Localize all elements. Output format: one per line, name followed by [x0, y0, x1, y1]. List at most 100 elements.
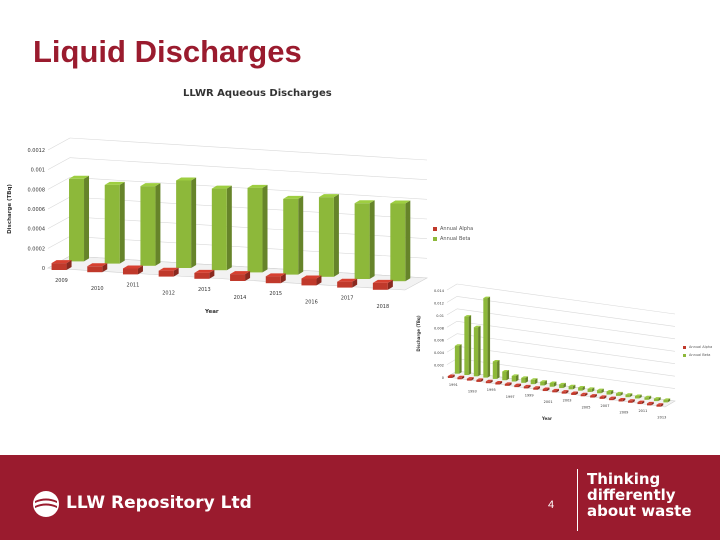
inset-x-tick-label: 1995 — [487, 388, 496, 392]
inset-bar-beta — [454, 344, 462, 374]
main-grid-side — [47, 177, 71, 190]
main-y-tick-label: 0.0006 — [28, 207, 46, 213]
inset-bar-alpha — [580, 392, 588, 397]
main-x-tick-label: 2012 — [162, 291, 175, 297]
inset-gridline — [456, 333, 676, 365]
tagline-line-3: about waste — [587, 502, 692, 520]
inset-x-tick-label: 1991 — [449, 383, 458, 387]
inset-grid-side — [446, 283, 458, 291]
inset-x-tick-label: 2003 — [563, 399, 572, 403]
inset-bar-alpha — [561, 390, 569, 394]
inset-x-tick-label: 2007 — [601, 404, 610, 408]
inset-bar-alpha — [504, 382, 512, 386]
main-grid-side — [47, 196, 71, 210]
inset-bar-alpha — [495, 381, 503, 385]
main-x-tick-label: 2011 — [127, 282, 140, 288]
main-y-tick-label: 0.0008 — [28, 187, 46, 193]
inset-bar-alpha — [466, 377, 474, 381]
inset-x-tick-label: 2009 — [620, 410, 629, 414]
inset-y-tick-label: 0.006 — [434, 339, 444, 343]
main-y-tick-label: 0.0004 — [28, 227, 46, 233]
main-bar-alpha — [230, 271, 251, 281]
inset-bar-beta — [502, 370, 510, 381]
inset-y-tick-label: 0.004 — [434, 351, 445, 355]
inset-bar-beta — [616, 391, 623, 396]
inset-y-axis-title: Discharge (TBq) — [416, 315, 421, 351]
inset-bar-beta — [597, 388, 604, 394]
inset-legend-label: Annual Beta — [689, 353, 710, 357]
main-gridline — [69, 137, 428, 161]
inset-grid-side — [446, 333, 458, 340]
main-grid-side — [47, 236, 71, 249]
inset-x-tick-label: 2011 — [638, 409, 647, 413]
inset-bar-alpha — [628, 399, 635, 403]
inset-bar-alpha — [618, 397, 626, 402]
main-bar-beta — [104, 181, 125, 264]
main-legend-swatch — [433, 227, 437, 231]
inset-bar-beta — [549, 381, 557, 387]
footer-bar: LLW Repository Ltd 4 Thinking differentl… — [0, 455, 720, 540]
inset-bar-alpha — [476, 378, 484, 382]
inset-x-axis-title: Year — [541, 416, 552, 421]
company-logo-text: LLW Repository Ltd — [66, 493, 252, 513]
inset-bar-beta — [483, 296, 491, 378]
inset-y-tick-label: 0.002 — [434, 364, 444, 368]
inset-gridline — [456, 296, 676, 327]
inset-x-tick-label: 1997 — [506, 395, 515, 399]
inset-bar-beta — [464, 315, 472, 376]
main-legend-label: Annual Alpha — [440, 226, 473, 232]
main-gridline — [69, 157, 428, 180]
inset-bar-alpha — [646, 401, 654, 406]
main-bar-alpha — [301, 275, 322, 286]
inset-bar-alpha — [523, 384, 531, 389]
main-x-tick-label: 2009 — [55, 278, 68, 284]
tagline: Thinking differently about waste — [587, 471, 692, 519]
inset-bar-beta — [568, 384, 576, 390]
main-grid-side — [47, 137, 71, 151]
main-y-tick-label: 0.001 — [31, 168, 45, 174]
main-y-axis-title: Discharge (TBq) — [7, 184, 13, 234]
inset-bar-alpha — [599, 395, 607, 399]
inset-bar-beta — [606, 389, 614, 395]
main-legend-swatch — [433, 237, 437, 241]
main-bar-beta — [140, 183, 161, 266]
inset-legend-swatch — [683, 346, 686, 349]
main-x-tick-label: 2016 — [305, 299, 318, 305]
inset-bar-beta — [492, 360, 500, 379]
main-x-axis-title: Year — [204, 309, 219, 315]
inset-bar-beta — [634, 394, 642, 399]
main-x-tick-label: 2017 — [341, 296, 354, 302]
main-x-tick-label: 2015 — [269, 291, 282, 297]
inset-bar-beta — [587, 387, 595, 392]
inset-bar-alpha — [637, 400, 645, 405]
inset-y-tick-label: 0.012 — [434, 301, 444, 305]
slide-title: Liquid Discharges — [33, 34, 302, 69]
inset-bar-beta — [559, 382, 566, 389]
inset-bar-alpha — [533, 386, 541, 390]
main-bar-alpha — [122, 265, 143, 275]
inset-bar-beta — [521, 376, 528, 383]
tagline-line-1: Thinking — [587, 470, 661, 488]
inset-bar-beta — [663, 398, 671, 403]
main-x-tick-label: 2018 — [376, 304, 389, 310]
inset-bar-alpha — [571, 391, 578, 395]
inset-bar-beta — [644, 395, 652, 400]
inset-bar-alpha — [552, 388, 559, 393]
main-grid-side — [47, 157, 71, 170]
main-bar-beta — [390, 200, 411, 282]
main-bar-beta — [318, 194, 339, 277]
inset-bar-alpha — [447, 374, 455, 378]
inset-grid-side — [446, 296, 458, 303]
page-number: 4 — [548, 499, 555, 511]
inset-x-tick-label: 1999 — [525, 393, 534, 397]
inset-bar-beta — [540, 380, 547, 386]
main-bar-beta — [211, 185, 232, 271]
inset-bar-beta — [511, 374, 519, 382]
main-bar-alpha — [337, 278, 358, 288]
inset-x-tick-label: 2013 — [657, 416, 666, 420]
main-bar-beta — [247, 184, 268, 273]
main-legend-label: Annual Beta — [440, 236, 471, 242]
main-x-tick-label: 2013 — [198, 287, 211, 293]
